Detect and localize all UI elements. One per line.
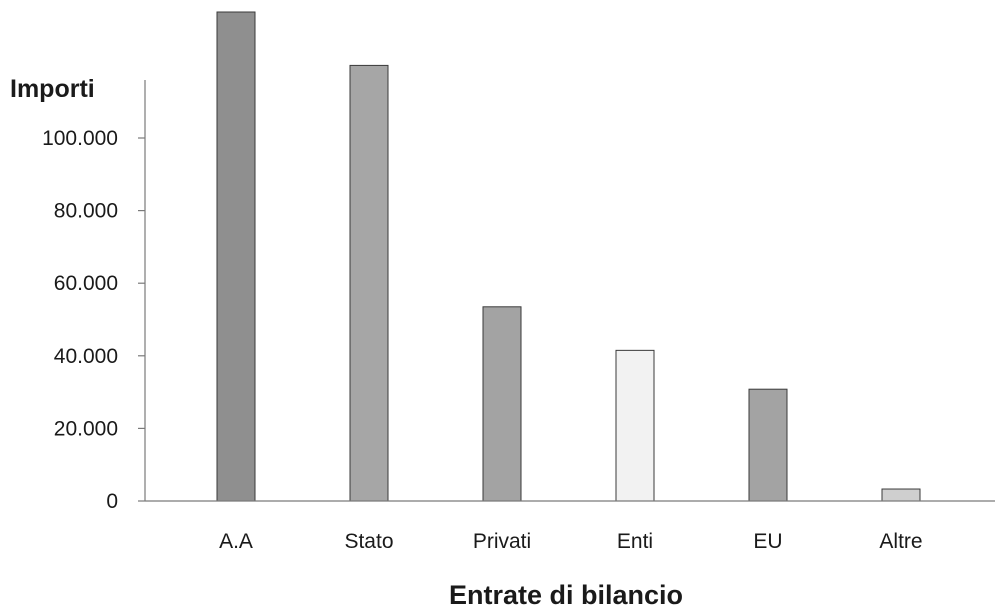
bar-enti: [615, 349, 655, 502]
y-tick-label: 0: [106, 490, 118, 513]
bar-eu: [748, 388, 788, 502]
y-tick-label: 60.000: [54, 272, 118, 295]
bars-group: [216, 11, 921, 502]
bar-privati: [482, 306, 522, 502]
y-tick-label: 20.000: [54, 417, 118, 440]
y-tick-label: 40.000: [54, 345, 118, 368]
y-tick-label: 80.000: [54, 200, 118, 223]
x-category-label: A.A: [219, 530, 253, 553]
x-category-label: Stato: [344, 530, 393, 553]
y-axis-ticks: 0 20.000 40.000 60.000 80.000 100.000: [42, 127, 145, 513]
bar-a-a: [216, 11, 256, 502]
x-category-label: Enti: [617, 530, 653, 553]
x-axis-label: Entrate di bilancio: [449, 580, 683, 607]
y-tick-label: 100.000: [42, 127, 118, 150]
bar-altre: [881, 488, 921, 502]
x-axis-categories: A.A Stato Privati Enti EU Altre: [219, 530, 923, 553]
x-category-label: Altre: [879, 530, 922, 553]
bar-stato: [349, 64, 389, 502]
x-category-label: Privati: [473, 530, 531, 553]
x-category-label: EU: [753, 530, 782, 553]
y-axis-label: Importi: [10, 75, 95, 103]
